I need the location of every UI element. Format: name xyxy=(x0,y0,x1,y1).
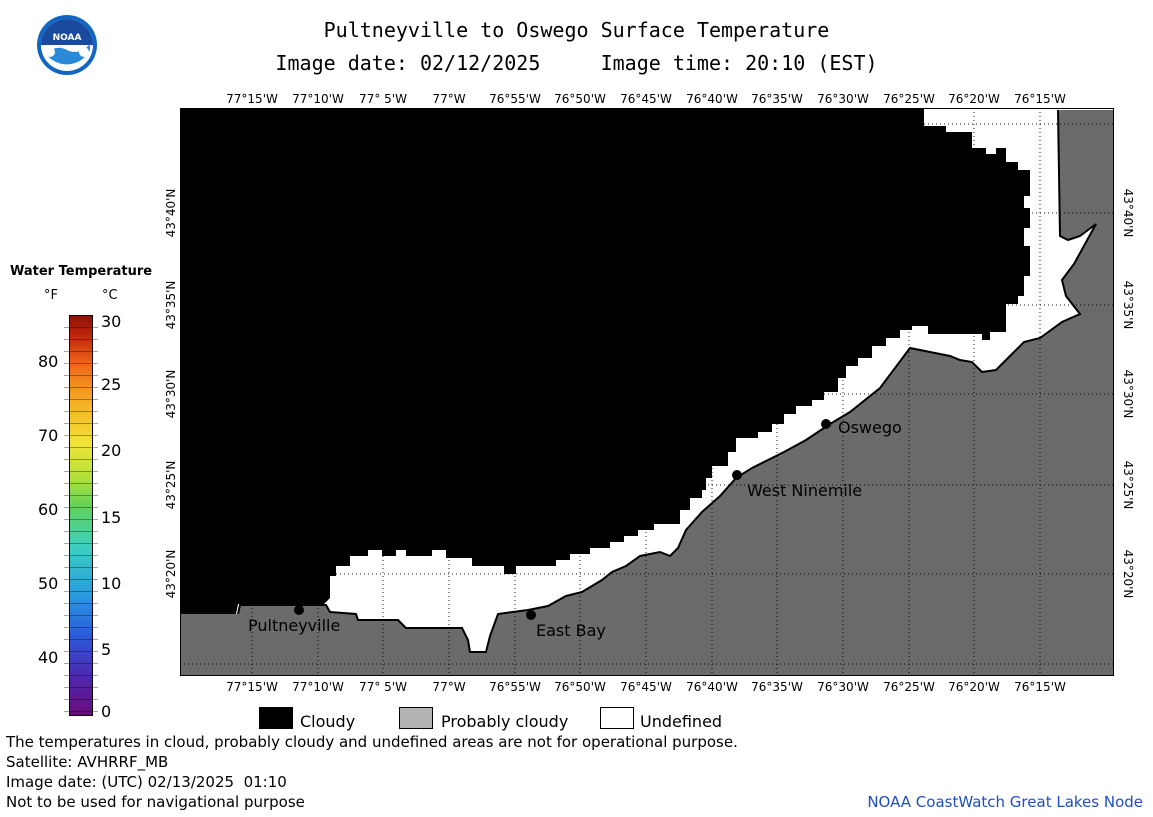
lon-label: 76°30'W xyxy=(817,680,869,694)
f-tick: 50 xyxy=(38,574,59,593)
f-tick: 40 xyxy=(38,648,59,667)
lon-label: 76°50'W xyxy=(554,680,606,694)
map-subtitle: Image date: 02/12/2025 Image time: 20:10… xyxy=(275,51,878,75)
color-scale-bar xyxy=(64,315,98,716)
legend-undefined-label: Undefined xyxy=(640,712,723,731)
land-area xyxy=(180,110,1114,676)
map-panel xyxy=(180,108,1114,676)
west-ninemile-marker xyxy=(732,470,742,480)
lon-label: 76°35'W xyxy=(751,680,803,694)
lon-label: 76°15'W xyxy=(1014,92,1066,106)
lon-label: 76°25'W xyxy=(883,92,935,106)
c-tick: 10 xyxy=(101,574,122,593)
lat-label: 43°40'N xyxy=(164,188,178,238)
c-tick: 5 xyxy=(101,640,112,659)
lon-label: 76°45'W xyxy=(620,680,672,694)
lon-label: 77° 5'W xyxy=(359,92,407,106)
f-tick: 80 xyxy=(38,352,59,371)
place-label-west-ninemile: West Ninemile xyxy=(747,481,863,500)
grid-lines xyxy=(180,108,1114,676)
lon-label: 76°40'W xyxy=(686,680,738,694)
map-border xyxy=(180,108,1114,676)
f-tick: 60 xyxy=(38,500,59,519)
footer-navigation-warning: Not to be used for navigational purpose xyxy=(6,793,305,811)
east-bay-marker xyxy=(526,610,536,620)
c-tick: 25 xyxy=(101,375,122,394)
lat-label: 43°25'N xyxy=(164,460,178,510)
lon-label: 76°20'W xyxy=(948,92,1000,106)
lon-label: 76°35'W xyxy=(751,92,803,106)
lon-label: 77°W xyxy=(432,92,466,106)
lon-label: 76°30'W xyxy=(817,92,869,106)
c-tick: 0 xyxy=(101,702,112,721)
map-title: Pultneyville to Oswego Surface Temperatu… xyxy=(323,18,830,42)
lat-label: 43°30'N xyxy=(1121,369,1135,419)
lon-label: 77°15'W xyxy=(226,680,278,694)
lon-label: 76°25'W xyxy=(883,680,935,694)
lat-label: 43°20'N xyxy=(1121,549,1135,599)
legend-cloudy-label: Cloudy xyxy=(300,712,356,731)
coastline xyxy=(237,109,1097,653)
scale-unit-f: °F xyxy=(44,288,58,303)
place-label-east-bay: East Bay xyxy=(536,621,606,640)
scale-unit-c: °C xyxy=(102,288,118,303)
c-tick: 15 xyxy=(101,508,122,527)
legend-probably-cloudy-label: Probably cloudy xyxy=(441,712,569,731)
cloud-area xyxy=(180,108,1030,614)
lat-label: 43°20'N xyxy=(164,549,178,599)
c-tick: 20 xyxy=(101,441,122,460)
footer-credit: NOAA CoastWatch Great Lakes Node xyxy=(867,793,1143,811)
lon-label: 77°15'W xyxy=(226,92,278,106)
legend-probably-cloudy-swatch xyxy=(399,707,433,729)
lon-label: 77° 5'W xyxy=(359,680,407,694)
scale-title: Water Temperature xyxy=(10,264,153,279)
noaa-logo-text: NOAA xyxy=(52,33,82,43)
lon-label: 76°15'W xyxy=(1014,680,1066,694)
footer-disclaimer: The temperatures in cloud, probably clou… xyxy=(6,733,738,751)
footer-image-date: Image date: (UTC) 02/13/2025 01:10 xyxy=(6,773,287,791)
legend-cloudy-swatch xyxy=(259,707,293,729)
noaa-logo: NOAA xyxy=(36,14,98,76)
lon-label: 76°45'W xyxy=(620,92,672,106)
pultneyville-marker xyxy=(294,605,304,615)
f-tick: 70 xyxy=(38,426,59,445)
legend-undefined-swatch xyxy=(600,707,634,729)
lon-label: 76°20'W xyxy=(948,680,1000,694)
oswego-marker xyxy=(821,419,831,429)
lon-label: 77°10'W xyxy=(292,92,344,106)
c-tick: 30 xyxy=(101,312,122,331)
lon-label: 77°W xyxy=(432,680,466,694)
lon-label: 76°55'W xyxy=(489,92,541,106)
place-label-oswego: Oswego xyxy=(838,418,902,437)
footer-satellite: Satellite: AVHRRF_MB xyxy=(6,753,169,771)
lat-label: 43°35'N xyxy=(164,280,178,330)
lon-label: 77°10'W xyxy=(292,680,344,694)
lat-label: 43°40'N xyxy=(1121,188,1135,238)
lon-label: 76°50'W xyxy=(554,92,606,106)
lat-label: 43°30'N xyxy=(164,369,178,419)
noaa-logo-graphic xyxy=(37,15,97,75)
lat-label: 43°25'N xyxy=(1121,460,1135,510)
place-label-pultneyville: Pultneyville xyxy=(248,616,341,635)
lat-label: 43°35'N xyxy=(1121,280,1135,330)
lon-label: 76°40'W xyxy=(686,92,738,106)
lon-label: 76°55'W xyxy=(489,680,541,694)
